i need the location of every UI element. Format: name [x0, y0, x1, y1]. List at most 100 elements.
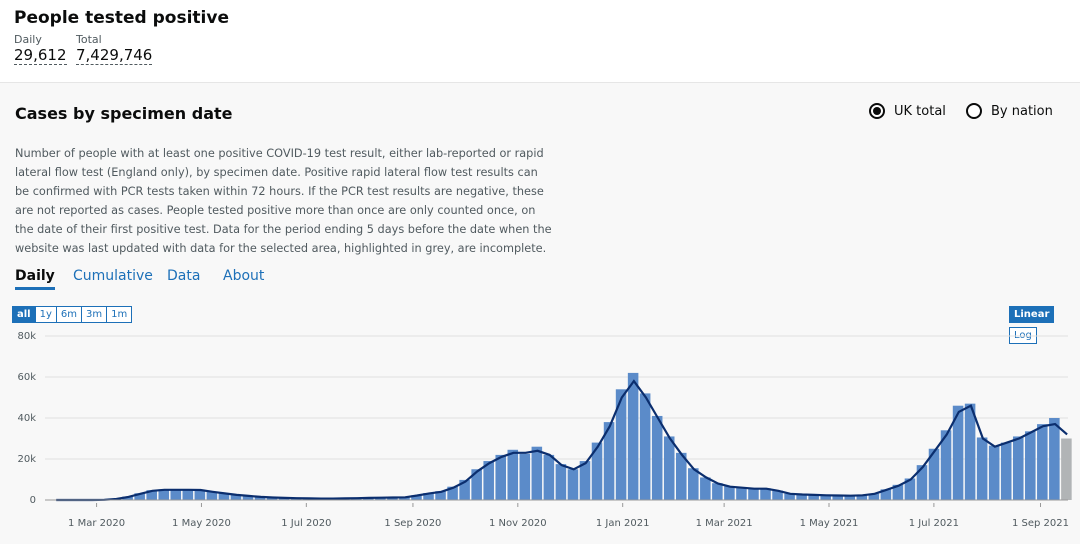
average-line [56, 379, 1068, 502]
range-button[interactable]: all [12, 306, 36, 323]
x-tick-label: 1 Sep 2020 [384, 518, 441, 529]
bar [627, 372, 639, 500]
bar [411, 495, 422, 500]
bar [688, 468, 699, 500]
y-tick-label: 60k [17, 372, 36, 383]
bar [519, 453, 531, 500]
bar [579, 461, 591, 500]
bar [182, 489, 194, 500]
bar [772, 490, 783, 500]
tab[interactable]: Data [167, 268, 201, 284]
bar [675, 452, 687, 500]
radio-label[interactable]: By nation [991, 104, 1053, 119]
bar [808, 494, 819, 500]
bar [940, 430, 952, 500]
bar [1000, 442, 1012, 500]
bar [976, 437, 988, 500]
bar [736, 487, 747, 500]
bar [471, 469, 482, 500]
bar [700, 477, 711, 500]
card: Cases by specimen date UK total By nation… [0, 83, 1080, 544]
bar [856, 495, 868, 500]
bar [784, 493, 795, 500]
bar [591, 442, 603, 500]
x-tick-label: 1 Nov 2020 [489, 518, 547, 529]
bar [399, 497, 410, 500]
bar [1061, 438, 1072, 500]
bar [916, 465, 928, 500]
bar [423, 493, 434, 500]
x-tick-label: 1 Mar 2020 [68, 518, 125, 529]
bar [639, 393, 651, 500]
bar [206, 491, 218, 500]
daily-value[interactable]: 29,612 [14, 46, 67, 65]
bar [230, 494, 242, 500]
bar [447, 486, 458, 500]
bar [651, 415, 663, 500]
x-tick-label: 1 Jul 2021 [909, 518, 959, 529]
x-tick-label: 1 Mar 2021 [696, 518, 753, 529]
range-button[interactable]: 6m [55, 306, 82, 323]
bar [904, 478, 916, 500]
scale-button[interactable]: Linear [1009, 306, 1055, 323]
bar [615, 389, 627, 500]
range-button[interactable]: 1m [106, 306, 133, 323]
range-button[interactable]: 1y [34, 306, 57, 323]
bar [724, 486, 735, 500]
range-buttons: all 1y 6m 3m 1m [12, 302, 133, 323]
bar [1025, 431, 1036, 500]
bar [194, 490, 206, 500]
range-button[interactable]: 3m [81, 306, 108, 323]
total-value[interactable]: 7,429,746 [76, 46, 153, 65]
daily-label: Daily [14, 33, 42, 46]
x-tick-label: 1 Jul 2020 [281, 518, 331, 529]
bar [170, 489, 182, 500]
total-label: Total [76, 33, 102, 46]
tab[interactable]: Daily [15, 268, 55, 290]
card-title: Cases by specimen date [15, 104, 233, 123]
bar [242, 495, 254, 500]
bar [880, 489, 892, 500]
bar [387, 497, 398, 500]
bar [122, 496, 133, 500]
bar [254, 496, 266, 500]
bar [134, 493, 145, 500]
x-tick-label: 1 May 2020 [172, 518, 231, 529]
tab[interactable]: About [223, 268, 265, 284]
x-tick-label: 1 Sep 2021 [1012, 518, 1069, 529]
bar [712, 483, 723, 500]
bar [218, 493, 230, 500]
bar [507, 449, 519, 500]
bar [952, 405, 964, 500]
bar [760, 488, 771, 500]
headline-title: People tested positive [14, 8, 229, 28]
y-tick-label: 0 [30, 495, 36, 506]
y-tick-label: 20k [17, 454, 36, 465]
bar [158, 489, 170, 500]
chart: 0 20k 40k 60k 80k 1 Mar 2020 1 May 2020 1 Jul 2… [17, 331, 1072, 529]
bar [988, 445, 1000, 500]
bar [964, 403, 976, 500]
bar [531, 446, 543, 500]
description: Number of people with at least one posit… [15, 147, 552, 255]
radio[interactable] [966, 103, 982, 119]
bar [892, 484, 904, 500]
x-tick-label: 1 May 2021 [800, 518, 859, 529]
radio[interactable] [869, 103, 885, 119]
bar [820, 495, 831, 500]
bar [603, 422, 615, 500]
headline: People tested positive Daily 29,612 Tota… [0, 0, 1080, 83]
radio-label[interactable]: UK total [894, 104, 946, 119]
bar [459, 479, 470, 500]
bar [796, 494, 807, 500]
bar [928, 448, 940, 500]
bar [567, 469, 579, 500]
bar [543, 454, 555, 500]
y-tick-label: 40k [17, 413, 36, 424]
y-tick-label: 80k [17, 331, 36, 342]
bar [146, 490, 157, 500]
bar [1037, 424, 1048, 500]
bar [868, 493, 880, 500]
tab[interactable]: Cumulative [73, 268, 153, 284]
